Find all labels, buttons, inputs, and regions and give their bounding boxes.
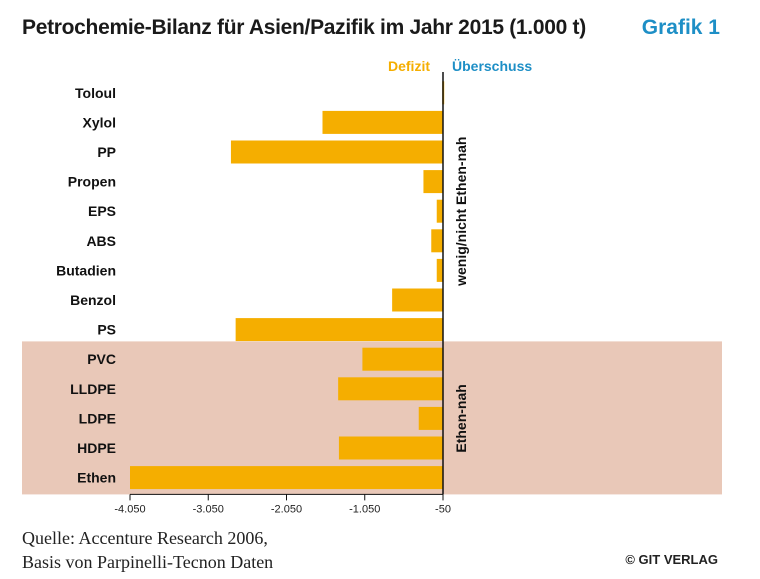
source-line-2: Basis von Parpinelli-Tecnon Daten xyxy=(22,552,274,572)
bar-ps xyxy=(235,318,443,342)
group-label-0: wenig/nicht Ethen-nah xyxy=(453,137,469,287)
source-note: Quelle: Accenture Research 2006, Basis v… xyxy=(22,526,273,574)
category-label-benzol: Benzol xyxy=(70,292,116,308)
bar-hdpe xyxy=(338,436,443,460)
bar-abs xyxy=(431,229,443,253)
legend-deficit: Defizit xyxy=(388,58,430,74)
category-label-pvc: PVC xyxy=(87,351,116,367)
figure-label: Grafik 1 xyxy=(641,16,720,39)
source-line-1: Quelle: Accenture Research 2006, xyxy=(22,528,268,548)
legend-surplus: Überschuss xyxy=(452,58,533,74)
bar-xylol xyxy=(322,110,443,134)
category-label-propen: Propen xyxy=(68,174,116,190)
category-label-lldpe: LLDPE xyxy=(70,381,116,397)
category-label-butadien: Butadien xyxy=(56,262,116,278)
x-tick-label-2: -2.050 xyxy=(271,503,302,515)
category-label-xylol: Xylol xyxy=(83,114,116,130)
bar-propen xyxy=(423,170,443,194)
group-label-1: Ethen-nah xyxy=(453,384,469,452)
chart-title: Petrochemie-Bilanz für Asien/Pazifik im … xyxy=(22,16,586,39)
category-label-ldpe: LDPE xyxy=(79,410,116,426)
bar-butadien xyxy=(436,258,443,282)
bar-ethen xyxy=(130,466,443,490)
x-tick-label-0: -4.050 xyxy=(114,503,145,515)
bar-lldpe xyxy=(338,377,443,401)
category-label-pp: PP xyxy=(97,144,116,160)
bar-ldpe xyxy=(418,406,443,430)
category-label-abs: ABS xyxy=(86,233,116,249)
x-tick-label-4: -50 xyxy=(435,503,451,515)
category-label-hdpe: HDPE xyxy=(77,440,116,456)
x-tick-label-1: -3.050 xyxy=(193,503,224,515)
bar-benzol xyxy=(392,288,443,312)
category-label-ethen: Ethen xyxy=(77,470,116,486)
bar-pvc xyxy=(362,347,443,371)
category-label-ps: PS xyxy=(97,322,116,338)
x-tick-label-3: -1.050 xyxy=(349,503,380,515)
category-label-toloul: Toloul xyxy=(75,85,116,101)
category-label-eps: EPS xyxy=(88,203,116,219)
bar-eps xyxy=(436,199,443,223)
copyright: © GIT VERLAG xyxy=(625,552,718,567)
bar-pp xyxy=(230,140,443,164)
